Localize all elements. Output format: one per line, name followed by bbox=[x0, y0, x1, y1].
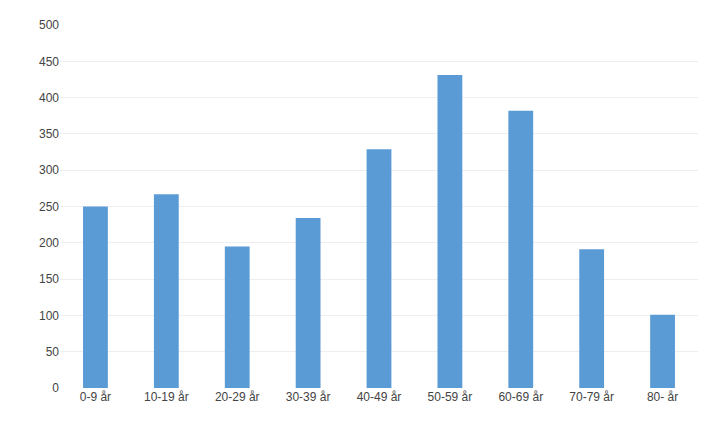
svg-text:400: 400 bbox=[39, 91, 59, 105]
svg-text:300: 300 bbox=[39, 163, 59, 177]
svg-text:20-29 år: 20-29 år bbox=[215, 390, 260, 404]
svg-text:50: 50 bbox=[46, 345, 60, 359]
svg-text:200: 200 bbox=[39, 236, 59, 250]
svg-text:80- år: 80- år bbox=[647, 390, 678, 404]
svg-text:40-49 år: 40-49 år bbox=[357, 390, 402, 404]
svg-text:350: 350 bbox=[39, 127, 59, 141]
svg-text:450: 450 bbox=[39, 55, 59, 69]
svg-text:60-69 år: 60-69 år bbox=[498, 390, 543, 404]
svg-text:10-19 år: 10-19 år bbox=[144, 390, 189, 404]
svg-text:100: 100 bbox=[39, 309, 59, 323]
svg-text:0-9 år: 0-9 år bbox=[80, 390, 111, 404]
svg-text:250: 250 bbox=[39, 200, 59, 214]
svg-text:0: 0 bbox=[52, 381, 59, 395]
svg-text:150: 150 bbox=[39, 272, 59, 286]
svg-text:500: 500 bbox=[39, 18, 59, 32]
svg-text:30-39 år: 30-39 år bbox=[286, 390, 331, 404]
svg-text:70-79 år: 70-79 år bbox=[569, 390, 614, 404]
svg-text:50-59 år: 50-59 år bbox=[428, 390, 473, 404]
